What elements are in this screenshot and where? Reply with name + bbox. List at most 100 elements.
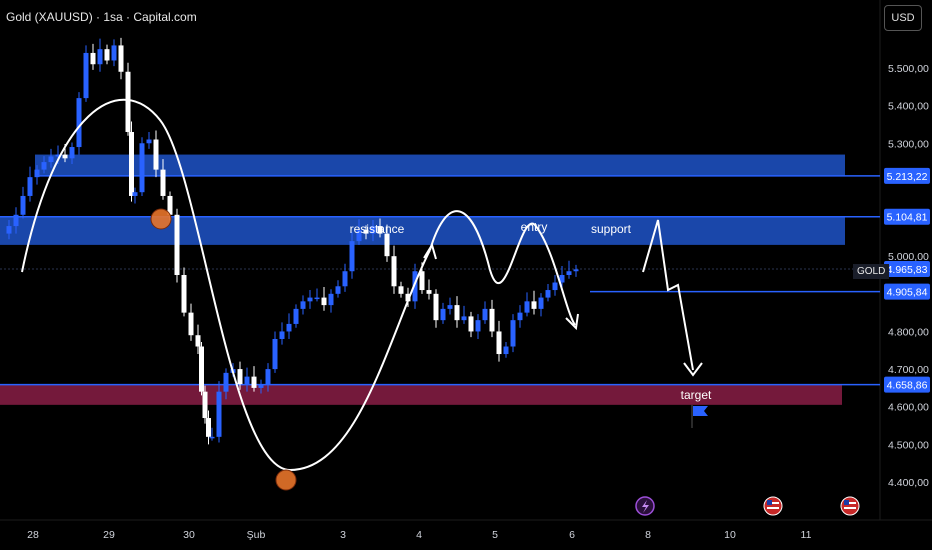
lightning-glyph-icon [642, 500, 649, 513]
time-tick-label: 30 [183, 529, 195, 541]
time-tick-label: Şub [247, 529, 266, 541]
candle-body [398, 286, 404, 294]
candle-body [174, 214, 180, 275]
candle-body [412, 271, 418, 302]
annotation-target: target [681, 388, 712, 402]
candle-body [440, 308, 446, 321]
swing-curve [21, 98, 431, 472]
candle-body [545, 290, 551, 298]
price-tag-bg [884, 376, 930, 393]
candle-body [153, 139, 159, 170]
candle-body [41, 162, 47, 170]
zone-1 [0, 216, 845, 245]
price-tag-bg [884, 261, 930, 278]
arrow-head-up [423, 242, 437, 260]
us-flag-canton-icon [767, 500, 772, 505]
candle-body [286, 323, 292, 332]
price-tag-bg [884, 167, 930, 184]
price-tick-label: 4.600,00 [888, 402, 929, 414]
us-flag-stripe-icon [767, 502, 779, 504]
zone-2 [0, 384, 842, 405]
candle-body [510, 320, 516, 347]
candle-body [27, 177, 33, 196]
price-tick-label: 5.500,00 [888, 63, 929, 75]
candle-body [300, 301, 306, 309]
candle-body [342, 271, 348, 287]
candle-body [391, 256, 397, 287]
candle-body [76, 98, 82, 148]
candle-body [69, 147, 75, 159]
candle-body [206, 418, 211, 437]
candle-body [328, 293, 334, 306]
candle-body [335, 286, 341, 294]
candle-body [370, 226, 376, 234]
symbol-tag: GOLD [853, 264, 890, 279]
arrow-head-entry [565, 313, 579, 331]
candle-body [482, 308, 488, 321]
candle-body [552, 282, 558, 291]
time-tick-label: 10 [724, 529, 736, 541]
candle-body [272, 338, 278, 370]
candle-body [237, 369, 243, 385]
time-tick-label: 3 [340, 529, 346, 541]
candle-body [62, 154, 68, 159]
candle-body [573, 269, 579, 272]
candle-body [216, 391, 222, 437]
candle-body [188, 312, 194, 336]
time-tick-label: 29 [103, 529, 115, 541]
candle-body [475, 320, 481, 332]
us-flag-stripe-icon [844, 502, 856, 504]
candle-body [202, 391, 208, 419]
candle-body [496, 331, 502, 355]
candle-body [538, 297, 544, 309]
candle-body [125, 71, 131, 132]
price-tag-bg [884, 283, 930, 300]
candle-body [90, 52, 96, 65]
candle-body [426, 290, 432, 294]
price-tag-label: 4.905,84 [887, 287, 928, 299]
price-tick-label: 5.000,00 [888, 251, 929, 263]
candle-body [251, 376, 257, 388]
candle-body [195, 335, 201, 347]
us-flag-stripe-icon [767, 507, 779, 509]
candle-body [132, 192, 138, 196]
entry-curve [429, 210, 576, 326]
candle-body [307, 297, 313, 302]
annotation-entry: entry [521, 220, 548, 234]
candle-body [356, 229, 362, 242]
candle-body [489, 308, 495, 332]
time-tick-label: 28 [27, 529, 39, 541]
annotation-resistance: resistance [350, 222, 405, 236]
candle-body [181, 275, 187, 313]
candle-body [6, 226, 12, 234]
candle-body [349, 241, 355, 272]
candle-body [559, 275, 565, 283]
currency-button[interactable]: USD [884, 5, 922, 31]
time-tick-label: 11 [801, 529, 812, 541]
price-tag-label: 4.965,83 [887, 264, 928, 276]
candle-body [118, 45, 124, 72]
candle-body [20, 195, 26, 215]
candle-body [223, 372, 229, 392]
candle-body [419, 271, 425, 291]
candle-body [314, 297, 320, 300]
candle-body [524, 301, 530, 313]
time-tick-label: 4 [416, 529, 422, 541]
annotation-support: support [591, 222, 632, 236]
candle-body [293, 308, 299, 324]
us-flag-canton-icon [844, 500, 849, 505]
price-tick-label: 5.300,00 [888, 138, 929, 150]
zone-0 [35, 154, 845, 176]
candle-body [139, 143, 145, 193]
candle-body [13, 214, 19, 227]
candle-body [405, 293, 411, 302]
candle-body [384, 233, 390, 257]
projection-arrow [642, 219, 694, 371]
time-tick-label: 8 [645, 529, 651, 541]
candle-body [160, 169, 166, 196]
time-tick-label: 6 [569, 529, 575, 541]
price-tick-label: 4.700,00 [888, 364, 929, 376]
price-tick-label: 5.400,00 [888, 101, 929, 113]
time-tick-label: 5 [492, 529, 498, 541]
